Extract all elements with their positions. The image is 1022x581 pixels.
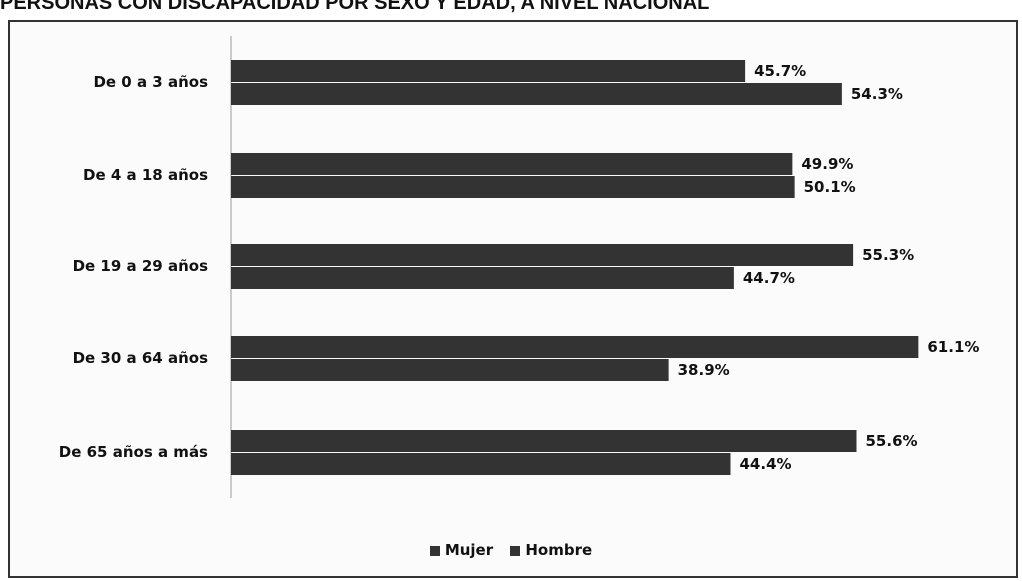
category-label: De 0 a 3 años <box>93 73 208 91</box>
data-label-hombre: 44.4% <box>740 455 792 473</box>
data-label-hombre: 44.7% <box>743 269 795 287</box>
data-label-hombre: 38.9% <box>678 361 730 379</box>
data-label-mujer: 55.3% <box>862 246 914 264</box>
bar-hombre <box>231 176 795 198</box>
legend-item-hombre: Hombre <box>510 541 592 559</box>
data-label-mujer: 45.7% <box>754 62 806 80</box>
category-label: De 4 a 18 años <box>83 166 208 184</box>
legend-label-mujer: Mujer <box>444 541 494 559</box>
bar-hombre <box>231 83 842 105</box>
legend: Mujer Hombre <box>0 541 1022 559</box>
data-label-hombre: 54.3% <box>851 85 903 103</box>
data-label-hombre: 50.1% <box>804 178 856 196</box>
legend-swatch-hombre <box>510 545 521 556</box>
data-label-mujer: 49.9% <box>801 155 853 173</box>
bar-hombre <box>231 359 669 381</box>
data-label-mujer: 55.6% <box>866 432 918 450</box>
category-label: De 30 a 64 años <box>73 349 208 367</box>
bar-mujer <box>231 430 857 452</box>
bar-mujer <box>231 60 746 82</box>
legend-item-mujer: Mujer <box>429 541 494 559</box>
category-label: De 19 a 29 años <box>73 257 208 275</box>
chart-title: PERSONAS CON DISCAPACIDAD POR SEXO Y EDA… <box>0 0 710 14</box>
bar-mujer <box>231 244 854 266</box>
data-label-mujer: 61.1% <box>927 338 979 356</box>
legend-label-hombre: Hombre <box>525 541 593 559</box>
category-label: De 65 años a más <box>59 443 208 461</box>
bar-hombre <box>231 267 734 289</box>
bar-mujer <box>231 153 793 175</box>
legend-swatch-mujer <box>429 545 440 556</box>
bar-hombre <box>231 453 731 475</box>
bar-mujer <box>231 336 919 358</box>
chart-frame <box>8 20 1018 578</box>
